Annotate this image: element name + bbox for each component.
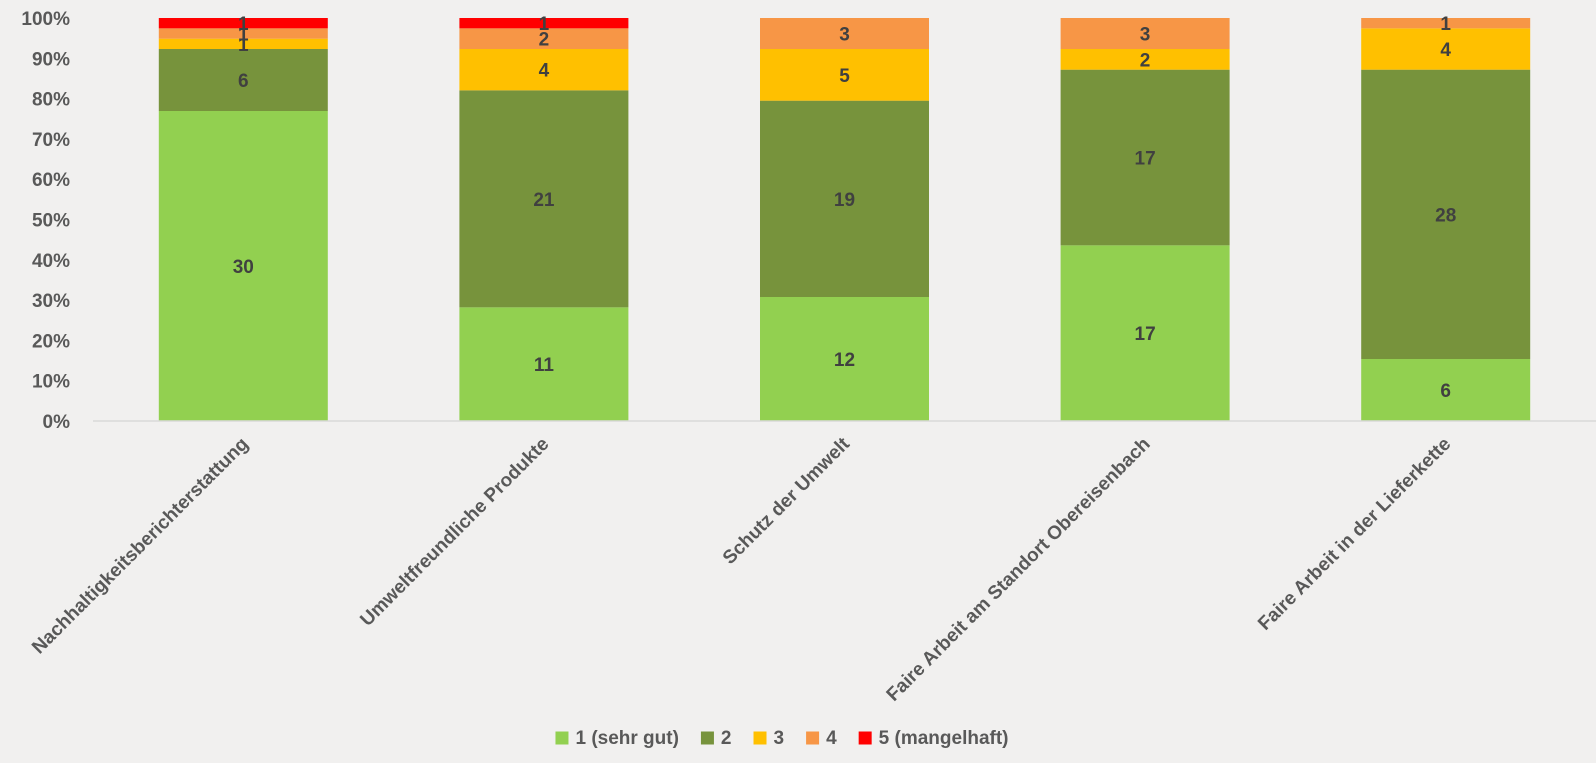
y-tick-label: 100% (21, 9, 70, 30)
data-label: 3 (1140, 25, 1151, 46)
legend-swatch (806, 731, 820, 745)
bar-segment (158, 49, 328, 111)
data-label: 1 (1440, 14, 1451, 35)
x-tick-label: Schutz der Umwelt (719, 433, 855, 569)
bar-segment (1361, 69, 1531, 360)
bar-segment (459, 49, 629, 91)
legend-swatch (555, 731, 569, 745)
bar-segment (760, 100, 929, 298)
bar-segment (158, 28, 328, 39)
bar-segment (459, 90, 629, 308)
y-tick-label: 0% (43, 412, 71, 433)
bar-segment (158, 18, 328, 29)
data-label: 3 (839, 25, 850, 46)
data-label: 21 (533, 190, 555, 211)
legend-swatch (858, 731, 872, 745)
x-tick-label: Faire Arbeit am Standort Obereisenbach (883, 434, 1155, 706)
bar-stack: 30 6 111 (158, 14, 328, 421)
bar-segment (158, 111, 328, 421)
bar-segment (1361, 359, 1531, 421)
bar-segment (1060, 49, 1230, 70)
data-label: 2 (1140, 50, 1151, 71)
bar-segment (459, 28, 629, 49)
y-tick-label: 30% (32, 291, 70, 312)
data-label: 5 (839, 66, 850, 87)
x-tick-label: Nachhaltigkeitsberichterstattung (28, 434, 253, 659)
bar-segment (1361, 18, 1531, 29)
y-axis: 0% 10% 20% 30% 40% 50% 60% 70% 80% 90% 100% (21, 9, 70, 433)
legend: 1 (sehr gut) 2 3 4 5 (mangelhaft) (555, 728, 1009, 749)
bar-segment (1060, 18, 1230, 49)
data-label: 1 (238, 14, 249, 35)
legend-label: 1 (sehr gut) (575, 728, 678, 749)
bar-segment (1060, 69, 1230, 246)
y-tick-label: 20% (32, 331, 70, 352)
y-tick-label: 10% (32, 372, 70, 393)
bar-segment (158, 38, 328, 49)
x-tick-label: Faire Arbeit in der Lieferkette (1254, 434, 1455, 635)
bar-segment (459, 18, 629, 29)
bar-stack: 12 19 5 3 (760, 18, 929, 421)
bar-segment (760, 18, 929, 49)
y-tick-label: 90% (32, 49, 70, 70)
bar-segment (1361, 28, 1531, 70)
data-label: 19 (834, 190, 855, 211)
legend-label: 3 (774, 728, 785, 749)
y-tick-label: 60% (32, 170, 70, 191)
data-label: 6 (1440, 381, 1451, 402)
y-tick-label: 40% (32, 251, 70, 272)
bar-stack: 6 28 4 1 (1361, 14, 1531, 421)
legend-label: 4 (826, 728, 837, 749)
data-label: 1 (238, 25, 249, 46)
data-label: 2 (539, 30, 550, 51)
legend-label: 2 (721, 728, 732, 749)
y-tick-label: 50% (32, 211, 70, 232)
bar-stack: 17 17 2 3 (1060, 18, 1230, 421)
data-label: 28 (1435, 205, 1456, 226)
bar-segment (459, 307, 629, 421)
y-tick-label: 70% (32, 130, 70, 151)
bar-stack: 11 21 4 21 (459, 14, 629, 421)
data-label: 4 (539, 61, 550, 82)
data-label: 4 (1440, 40, 1451, 61)
bar-segment (1060, 245, 1230, 421)
data-label: 17 (1135, 149, 1156, 170)
legend-swatch (700, 731, 714, 745)
data-label: 6 (238, 71, 249, 92)
legend-label: 5 (mangelhaft) (879, 728, 1009, 749)
data-label: 30 (233, 257, 254, 278)
data-label: 1 (539, 14, 550, 35)
data-label: 1 (238, 35, 249, 56)
data-label: 12 (834, 350, 855, 371)
x-axis: Nachhaltigkeitsberichterstattung Umweltfr… (28, 433, 1455, 705)
data-label: 11 (534, 355, 555, 376)
legend-swatch (753, 731, 767, 745)
y-tick-label: 80% (32, 90, 70, 111)
bar-segment (760, 297, 929, 421)
data-label: 17 (1135, 324, 1156, 345)
bar-segment (760, 49, 929, 101)
x-tick-label: Umweltfreundliche Produkte (356, 434, 553, 631)
